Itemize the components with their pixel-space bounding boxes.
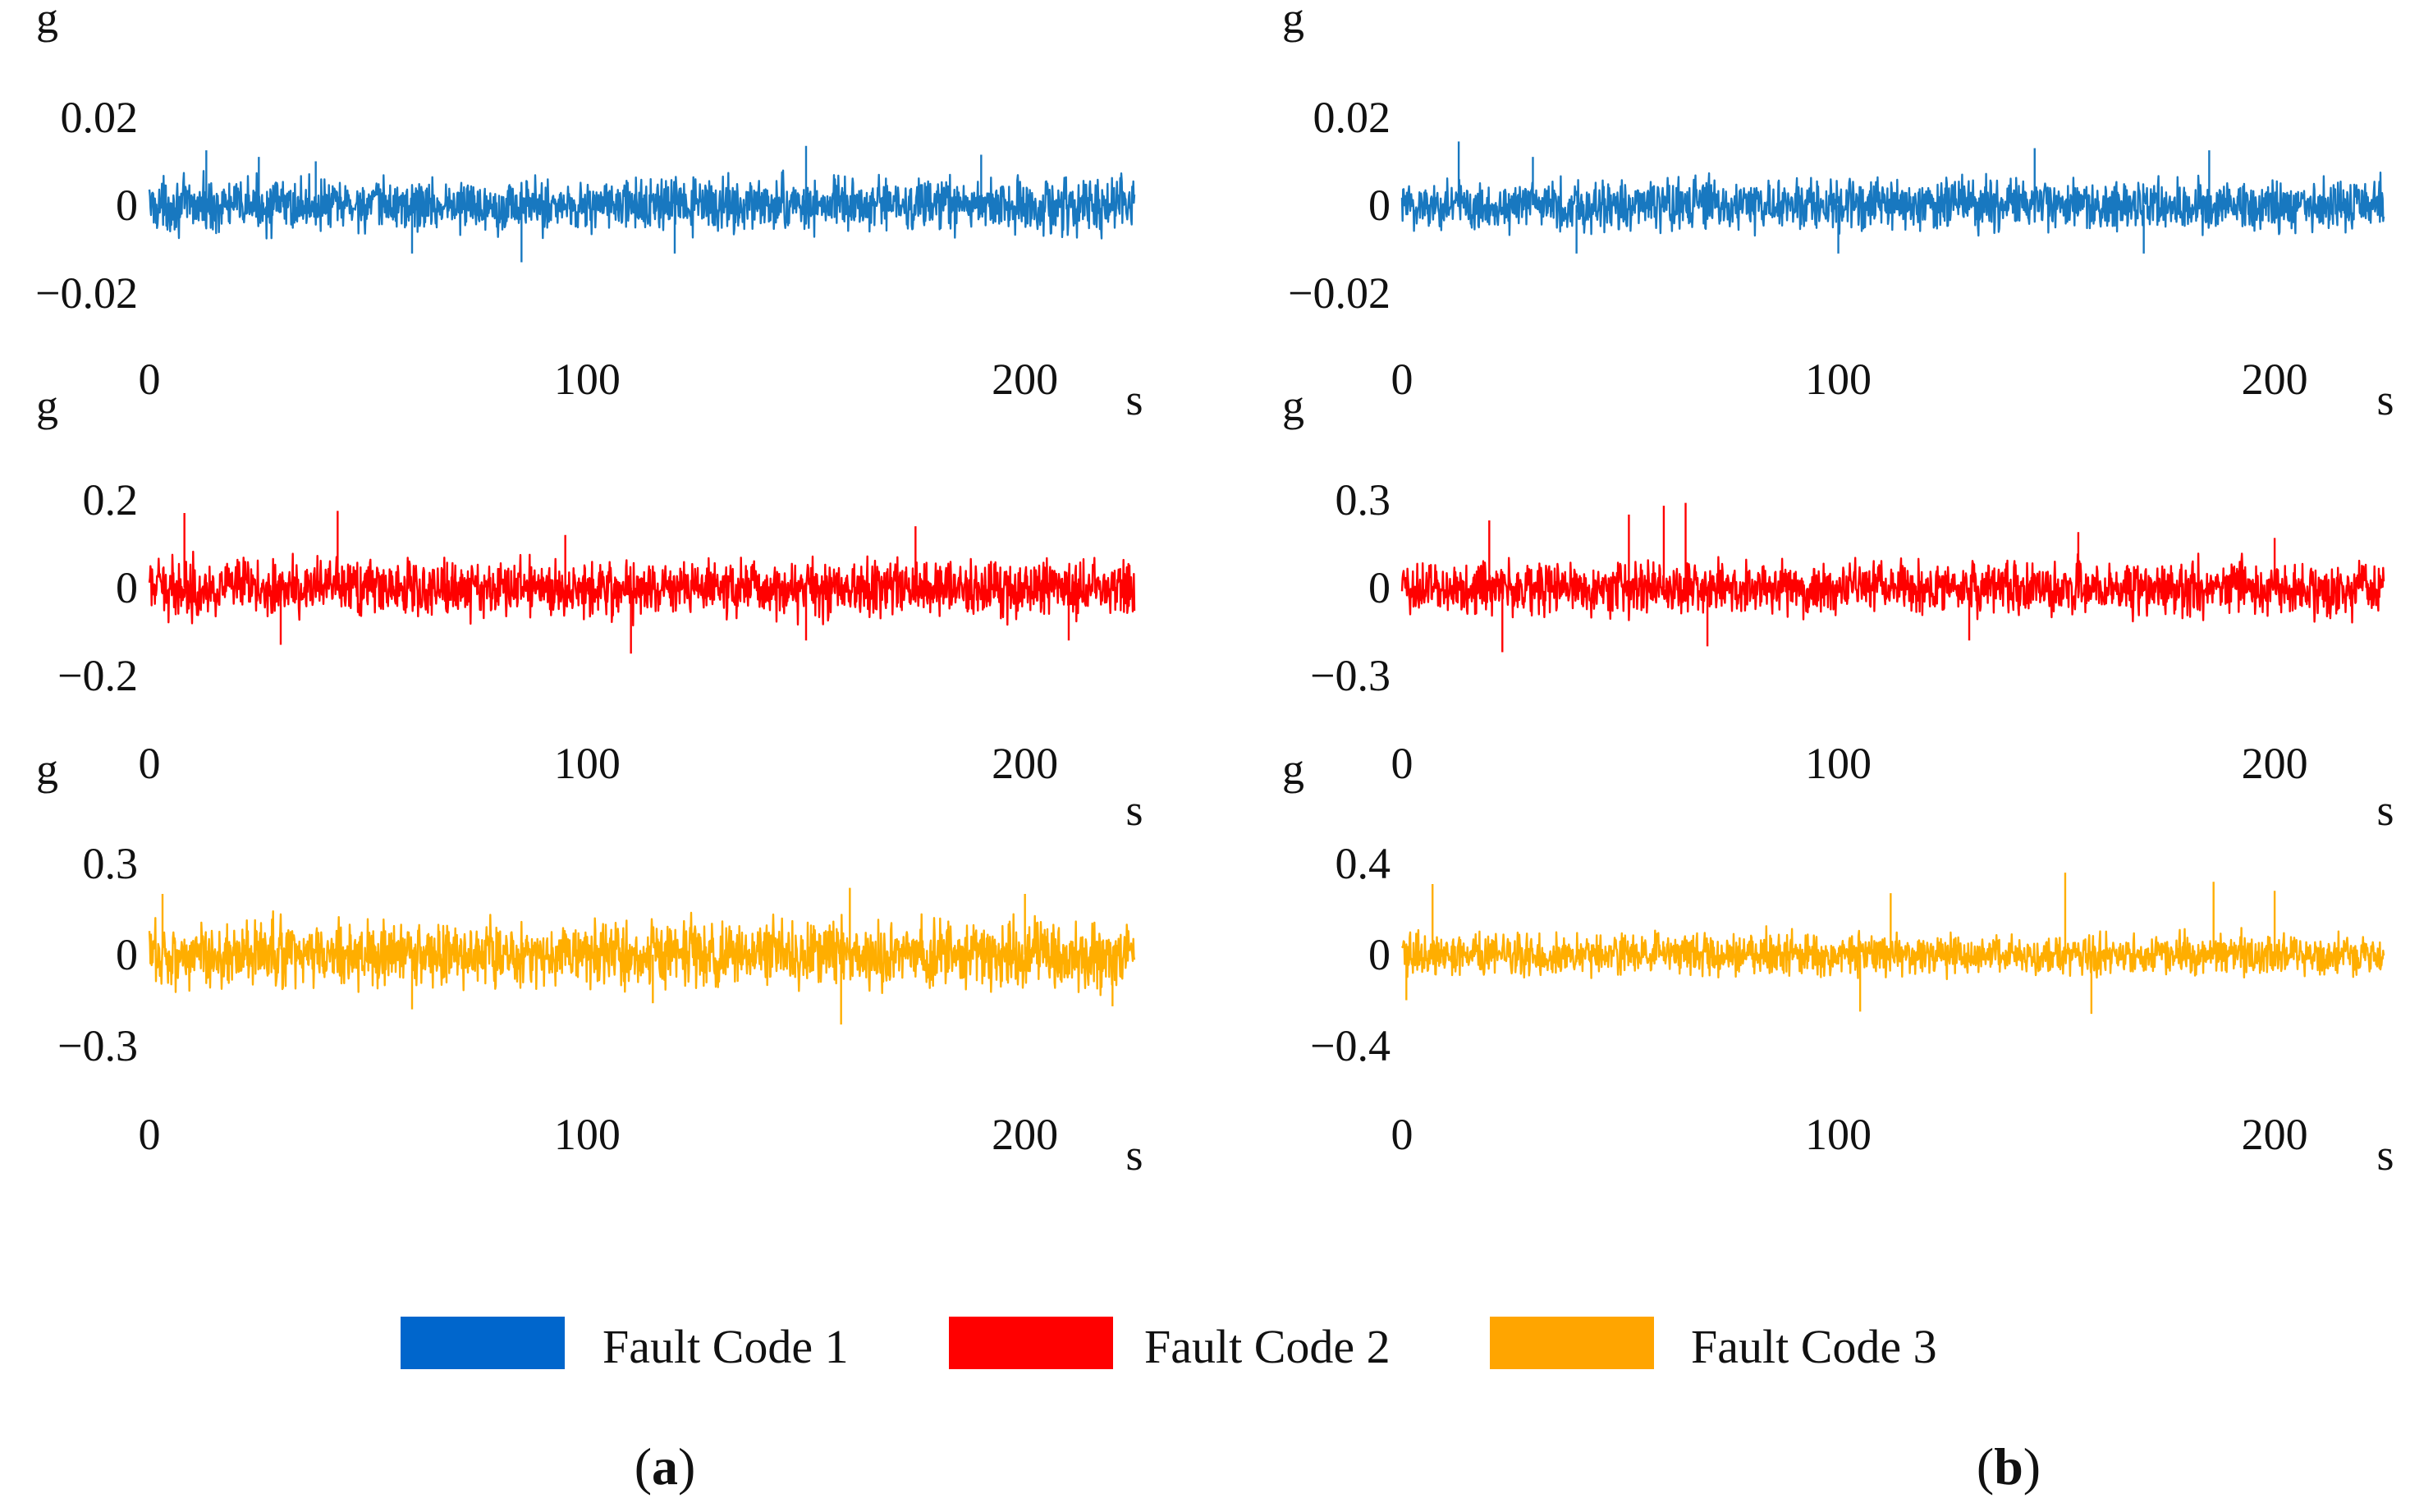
x-unit-label: s xyxy=(2376,786,2394,835)
signal-trace xyxy=(1400,925,2385,981)
x-unit-label: s xyxy=(2376,375,2394,424)
legend-label-fault-code-1: Fault Code 1 xyxy=(602,1320,849,1373)
x-tick-label: 100 xyxy=(1805,739,1872,788)
y-tick-label: 0.02 xyxy=(61,93,139,142)
x-tick-label: 100 xyxy=(1805,1110,1872,1159)
x-tick-label: 100 xyxy=(1805,355,1872,404)
y-tick-label: −0.3 xyxy=(1310,651,1391,700)
panel-label-a: (a) xyxy=(635,1437,696,1496)
legend-swatch-fault-code-3 xyxy=(1490,1317,1654,1369)
y-tick-label: 0 xyxy=(1368,930,1391,979)
y-tick-label: −0.02 xyxy=(1288,268,1391,318)
panel-label-b: (b) xyxy=(1977,1437,2041,1496)
legend-label-fault-code-2: Fault Code 2 xyxy=(1144,1320,1391,1373)
chart-panel-a-fault-code-3: gs0.30−0.30 100 200 xyxy=(36,745,1143,1180)
y-tick-label: −0.3 xyxy=(57,1021,138,1070)
signal-trace xyxy=(1400,172,2385,237)
y-tick-label: 0.02 xyxy=(1313,93,1391,142)
x-unit-label: s xyxy=(2376,1130,2394,1180)
y-tick-label: 0.4 xyxy=(1336,839,1391,888)
x-tick-label: 0 xyxy=(1391,739,1413,788)
x-tick-label: 0 xyxy=(139,739,161,788)
legend-swatch-fault-code-2 xyxy=(949,1317,1113,1369)
signal-trace xyxy=(148,169,1136,240)
x-tick-label: 200 xyxy=(2242,355,2308,404)
y-tick-label: 0 xyxy=(116,930,138,979)
legend-swatch-fault-code-1 xyxy=(401,1317,565,1369)
x-tick-label: 100 xyxy=(554,1110,621,1159)
x-tick-label: 0 xyxy=(139,355,161,404)
chart-panel-b-fault-code-2: gs0.30−0.30 100 200 xyxy=(1282,381,2394,835)
y-tick-label: 0.3 xyxy=(83,839,139,888)
x-tick-label: 0 xyxy=(139,1110,161,1159)
x-tick-label: 200 xyxy=(992,355,1058,404)
chart-panel-a-fault-code-2: gs0.20−0.20 100 200 xyxy=(36,381,1143,835)
x-tick-label: 200 xyxy=(2242,1110,2308,1159)
x-tick-label: 0 xyxy=(1391,355,1413,404)
signal-trace xyxy=(148,550,1136,627)
x-tick-label: 0 xyxy=(1391,1110,1413,1159)
y-tick-label: 0 xyxy=(116,181,138,230)
chart-panel-a-fault-code-1: gs0.020−0.020 100 200 xyxy=(35,0,1143,424)
signal-trace xyxy=(1400,552,2385,624)
y-tick-label: −0.4 xyxy=(1310,1021,1391,1070)
x-tick-label: 200 xyxy=(992,1110,1058,1159)
y-unit-label: g xyxy=(36,0,58,43)
x-tick-label: 200 xyxy=(2242,739,2308,788)
y-tick-label: 0.3 xyxy=(1336,475,1391,525)
x-tick-label: 100 xyxy=(554,739,621,788)
y-tick-label: 0 xyxy=(1368,181,1391,230)
y-unit-label: g xyxy=(1282,381,1304,430)
x-unit-label: s xyxy=(1125,375,1143,424)
chart-panel-b-fault-code-1: gs0.020−0.020 100 200 xyxy=(1282,0,2394,424)
y-unit-label: g xyxy=(36,381,58,430)
y-tick-label: 0 xyxy=(1368,563,1391,612)
x-tick-label: 200 xyxy=(992,739,1058,788)
legend-label-fault-code-3: Fault Code 3 xyxy=(1691,1320,1937,1373)
y-tick-label: −0.02 xyxy=(35,268,138,318)
y-unit-label: g xyxy=(1282,0,1304,43)
x-tick-label: 100 xyxy=(554,355,621,404)
y-tick-label: −0.2 xyxy=(57,651,138,700)
y-unit-label: g xyxy=(36,745,58,794)
y-tick-label: 0 xyxy=(116,563,138,612)
signal-trace xyxy=(148,910,1136,997)
y-unit-label: g xyxy=(1282,745,1304,794)
x-unit-label: s xyxy=(1125,786,1143,835)
x-unit-label: s xyxy=(1125,1130,1143,1180)
y-tick-label: 0.2 xyxy=(83,475,139,525)
chart-panel-b-fault-code-3: gs0.40−0.40 100 200 xyxy=(1282,745,2394,1180)
